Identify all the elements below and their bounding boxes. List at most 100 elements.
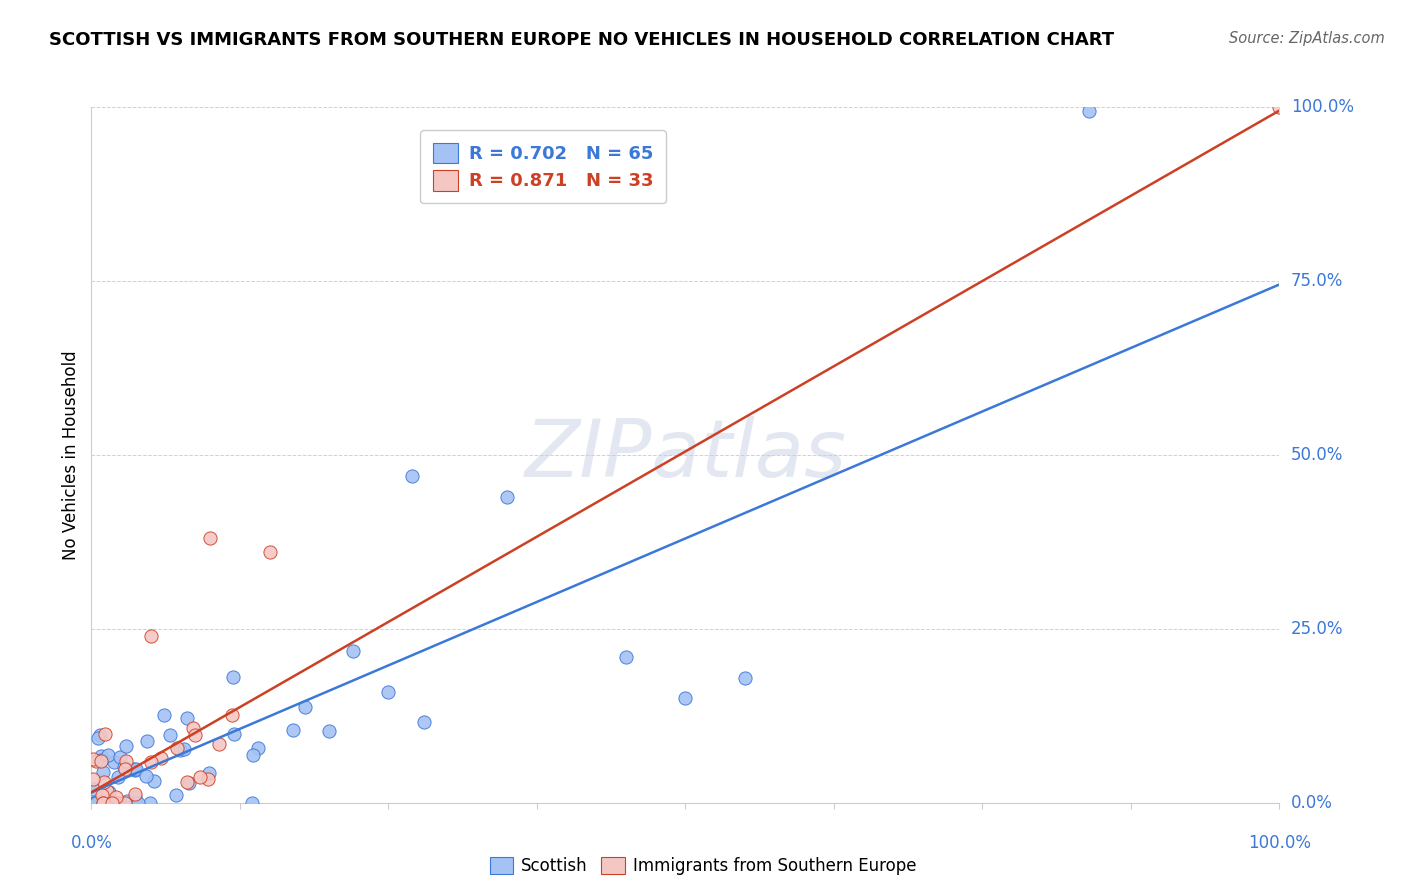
Point: [107, 796, 129, 810]
Point: [165, 788, 187, 802]
Point: [283, 723, 305, 738]
Point: [83, 796, 105, 810]
Point: [84, 796, 107, 810]
Point: [139, 796, 162, 810]
Point: [97, 796, 120, 810]
Point: [198, 766, 221, 780]
Text: 75.0%: 75.0%: [1291, 272, 1343, 290]
Point: [224, 727, 246, 741]
Point: [115, 754, 138, 768]
Point: [87, 796, 110, 810]
Point: [188, 770, 211, 784]
Point: [125, 796, 148, 810]
Point: [294, 700, 316, 714]
Point: [90, 788, 112, 802]
Point: [124, 763, 146, 777]
Point: [105, 790, 128, 805]
Point: [240, 796, 263, 810]
Point: [143, 773, 166, 788]
Point: [89, 796, 111, 810]
Point: [197, 772, 219, 786]
Text: 50.0%: 50.0%: [1291, 446, 1343, 464]
Point: [91, 796, 114, 810]
Text: Source: ZipAtlas.com: Source: ZipAtlas.com: [1229, 31, 1385, 46]
Point: [89, 796, 111, 810]
Point: [1268, 100, 1291, 114]
Point: [183, 721, 205, 735]
Point: [734, 671, 756, 685]
Point: [82, 752, 104, 766]
Point: [124, 789, 146, 804]
Text: SCOTTISH VS IMMIGRANTS FROM SOUTHERN EUROPE NO VEHICLES IN HOUSEHOLD CORRELATION: SCOTTISH VS IMMIGRANTS FROM SOUTHERN EUR…: [49, 31, 1115, 49]
Point: [153, 707, 176, 722]
Point: [112, 760, 135, 774]
Point: [104, 796, 127, 810]
Point: [94, 727, 117, 741]
Point: [207, 737, 229, 751]
Point: [114, 796, 136, 810]
Text: 100.0%: 100.0%: [1249, 834, 1310, 852]
Point: [139, 755, 162, 769]
Point: [90, 753, 112, 767]
Point: [90, 748, 112, 763]
Point: [124, 787, 146, 801]
Point: [673, 691, 696, 706]
Point: [377, 685, 399, 699]
Point: [107, 771, 129, 785]
Point: [318, 723, 340, 738]
Y-axis label: No Vehicles in Household: No Vehicles in Household: [62, 350, 80, 560]
Point: [84, 754, 107, 768]
Point: [91, 765, 114, 780]
Point: [103, 756, 125, 770]
Point: [97, 748, 120, 763]
Point: [115, 794, 138, 808]
Point: [242, 748, 264, 763]
Point: [496, 490, 519, 504]
Point: [93, 775, 115, 789]
Point: [91, 796, 114, 810]
Point: [82, 781, 104, 796]
Legend: Scottish, Immigrants from Southern Europe: Scottish, Immigrants from Southern Europ…: [481, 849, 925, 884]
Text: 0.0%: 0.0%: [70, 834, 112, 852]
Point: [136, 734, 159, 748]
Point: [90, 754, 112, 768]
Point: [114, 739, 136, 754]
Point: [91, 794, 114, 808]
Point: [173, 742, 195, 756]
Point: [101, 796, 124, 810]
Point: [97, 785, 120, 799]
Point: [614, 649, 637, 664]
Point: [184, 728, 207, 742]
Point: [122, 763, 145, 777]
Point: [101, 796, 124, 810]
Point: [97, 796, 120, 810]
Point: [200, 532, 222, 546]
Point: [177, 776, 200, 790]
Point: [83, 796, 105, 810]
Text: 25.0%: 25.0%: [1291, 620, 1343, 638]
Point: [176, 711, 198, 725]
Point: [159, 728, 181, 742]
Point: [413, 714, 436, 729]
Point: [125, 762, 148, 776]
Text: 100.0%: 100.0%: [1291, 98, 1354, 116]
Point: [246, 740, 269, 755]
Text: ZIPatlas: ZIPatlas: [524, 416, 846, 494]
Point: [169, 743, 191, 757]
Point: [259, 545, 281, 559]
Legend: R = 0.702   N = 65, R = 0.871   N = 33: R = 0.702 N = 65, R = 0.871 N = 33: [420, 130, 666, 203]
Point: [86, 731, 108, 746]
Point: [114, 762, 136, 776]
Point: [176, 775, 198, 789]
Point: [89, 728, 111, 742]
Point: [342, 643, 364, 657]
Point: [101, 796, 124, 810]
Point: [1078, 103, 1101, 118]
Point: [108, 796, 131, 810]
Text: 0.0%: 0.0%: [1291, 794, 1333, 812]
Point: [110, 749, 132, 764]
Point: [150, 750, 173, 764]
Point: [82, 772, 104, 786]
Point: [222, 670, 245, 684]
Point: [127, 796, 149, 810]
